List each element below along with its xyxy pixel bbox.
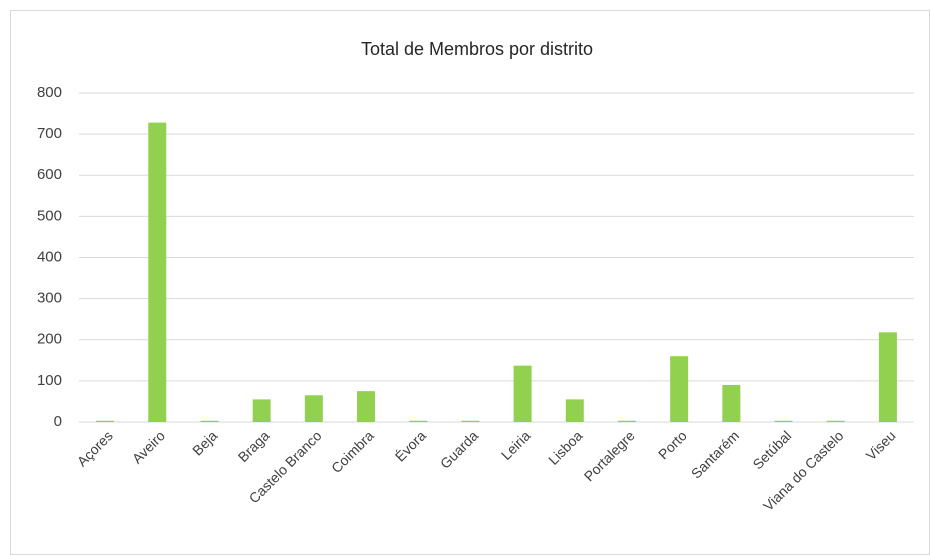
- bar: [617, 420, 636, 422]
- bar: [357, 391, 376, 422]
- bar: [409, 420, 428, 422]
- bar: [148, 122, 167, 423]
- y-tick-label: 300: [37, 290, 62, 307]
- y-tick-label: 400: [37, 248, 62, 265]
- y-tick-label: 100: [37, 372, 62, 389]
- y-tick-label: 600: [37, 166, 62, 183]
- y-tick-label: 700: [37, 125, 62, 142]
- bar: [722, 384, 741, 422]
- bar: [304, 395, 323, 422]
- bar: [96, 420, 115, 422]
- bar: [774, 420, 793, 422]
- bar: [200, 420, 219, 422]
- y-tick-label: 0: [54, 413, 62, 430]
- bar: [461, 420, 480, 422]
- bar: [878, 332, 897, 422]
- chart-title: Total de Membros por distrito: [361, 39, 593, 59]
- bar: [513, 365, 532, 422]
- bar: [826, 420, 845, 422]
- bar: [252, 399, 271, 422]
- y-tick-label: 500: [37, 207, 62, 224]
- bar: [670, 356, 689, 422]
- bar: [565, 399, 584, 422]
- y-tick-label: 200: [37, 331, 62, 348]
- y-tick-label: 800: [37, 84, 62, 101]
